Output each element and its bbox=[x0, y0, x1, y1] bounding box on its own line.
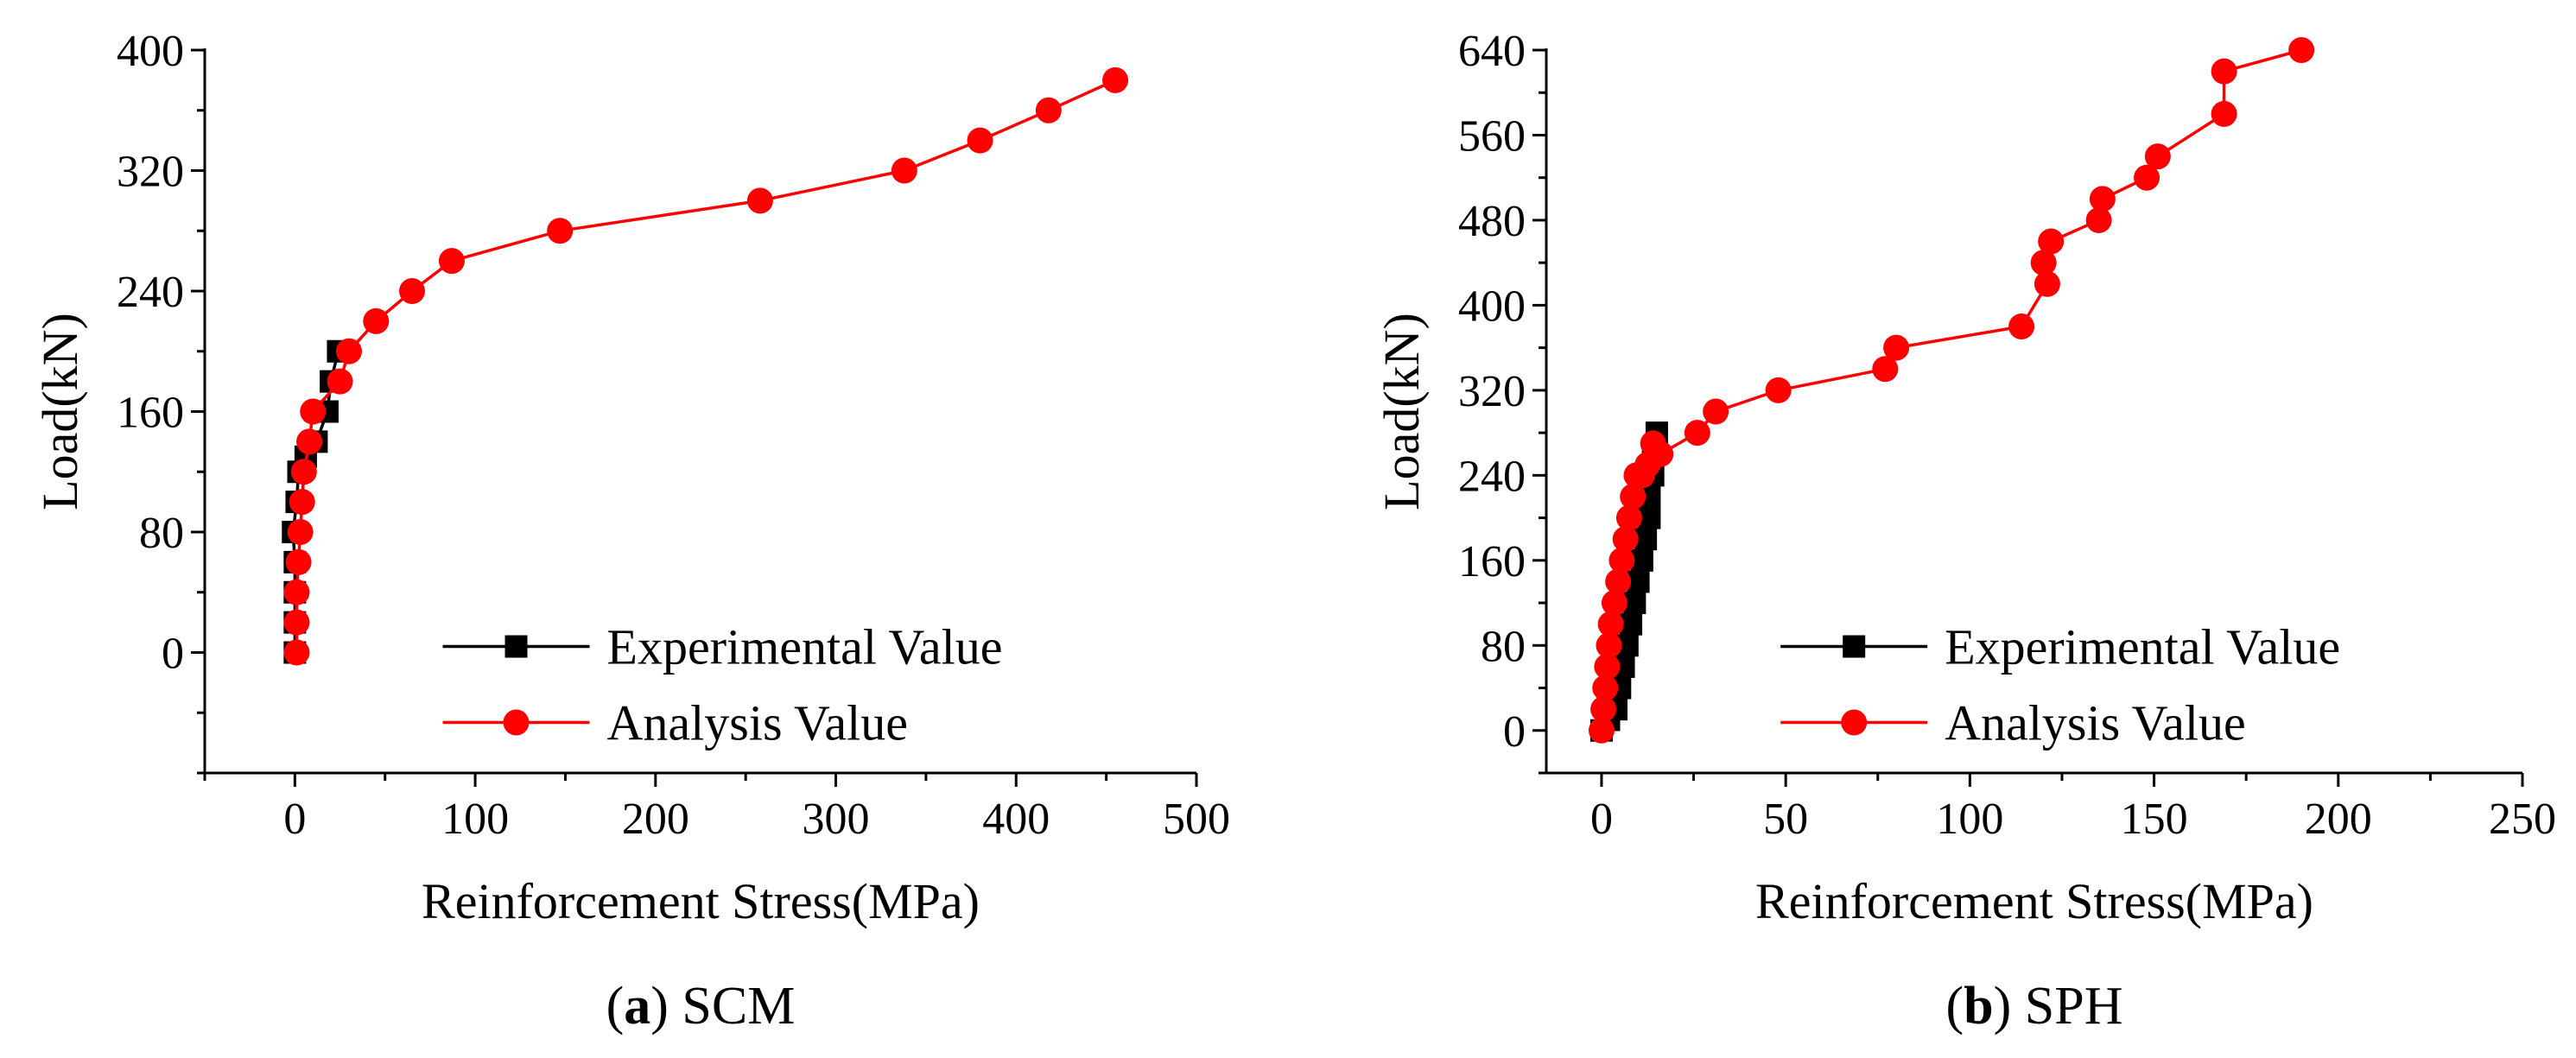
panel-b-series-analysis-point bbox=[1605, 568, 1632, 595]
panel-b-series-analysis-point bbox=[1612, 526, 1639, 553]
panel-b-legend-analysis-label: Analysis Value bbox=[1945, 695, 2246, 751]
panel-b-series-analysis-point bbox=[1601, 590, 1627, 617]
panel-b-chart: 0 50 100 150 200 250 0 80 160 240 320 400 480 560 640 R… bbox=[1374, 27, 2556, 929]
panel-b-series-analysis-point bbox=[2288, 37, 2315, 63]
panel-a-x-tick-label: 500 bbox=[1163, 795, 1230, 844]
panel-b-series-analysis-point bbox=[1615, 504, 1642, 531]
panel-b-series-analysis-point bbox=[1592, 675, 1619, 701]
panel-a-caption-text: SCM bbox=[682, 977, 796, 1036]
panel-a-caption: (a) SCM bbox=[606, 977, 796, 1036]
panel-b-x-tick-label: 0 bbox=[1590, 795, 1613, 844]
panel-a-x-tick-label: 400 bbox=[982, 795, 1050, 844]
panel-a-series-analysis-point bbox=[287, 519, 314, 545]
panel-b-series-analysis-point bbox=[2085, 206, 2112, 233]
panel-b-series-analysis-point bbox=[1883, 334, 1910, 361]
panel-b-series-analysis-point bbox=[1872, 356, 1899, 383]
panel-b-series-analysis-point bbox=[1596, 632, 1622, 659]
panel-b-y-tick-label: 560 bbox=[1458, 111, 1526, 161]
panel-b-y-tick-label: 320 bbox=[1458, 367, 1526, 416]
panel-a-y-tick-label: 320 bbox=[117, 148, 184, 197]
panel-b-caption-letter: b bbox=[1964, 977, 1994, 1036]
panel-b-legend-analysis-marker bbox=[1841, 709, 1868, 736]
panel-a-legend-experimental-label: Experimental Value bbox=[607, 619, 1003, 675]
panel-b-x-tick-label: 150 bbox=[2121, 795, 2188, 844]
panel-a-series-analysis-point bbox=[547, 218, 574, 244]
panel-b-series-analysis-point bbox=[1647, 440, 1674, 467]
panel-b-series-analysis-point bbox=[2008, 314, 2035, 340]
panel-a-series-analysis-point bbox=[399, 278, 426, 304]
panel-b-caption-text: SPH bbox=[2024, 977, 2123, 1036]
panel-b-series-analysis-point bbox=[2034, 270, 2060, 297]
panel-b-y-tick-label: 80 bbox=[1481, 622, 1526, 671]
panel-b-legend-experimental-marker bbox=[1843, 635, 1866, 658]
panel-b-series-analysis-point bbox=[2089, 186, 2116, 212]
panel-b-y-tick-label: 480 bbox=[1458, 197, 1526, 246]
panel-a-series-analysis-point bbox=[283, 609, 310, 636]
panel-b-caption: (b) SPH bbox=[1945, 977, 2123, 1036]
panel-b-series-analysis-point bbox=[1684, 420, 1710, 447]
panel-a-y-tick-label: 160 bbox=[117, 389, 184, 438]
panel-a-series-analysis-point bbox=[289, 489, 315, 516]
panel-b-series-analysis-point bbox=[1765, 377, 1792, 403]
panel-b-x-tick-label: 250 bbox=[2489, 795, 2556, 844]
panel-b-y-tick-label: 240 bbox=[1458, 452, 1526, 501]
panel-a-y-tick-label: 0 bbox=[162, 630, 184, 679]
panel-b-series-analysis-point bbox=[1597, 611, 1624, 637]
panel-b-y-tick-label: 400 bbox=[1458, 282, 1526, 331]
panel-a-series-analysis-point bbox=[438, 248, 465, 275]
panel-b-legend-experimental-label: Experimental Value bbox=[1945, 619, 2340, 675]
panel-a-series-analysis-point bbox=[296, 428, 323, 455]
panel-a-series-analysis-point bbox=[327, 368, 353, 395]
panel-b-series-analysis-point bbox=[2134, 164, 2160, 191]
panel-b-series-analysis-point bbox=[2038, 228, 2065, 255]
panel-a-series-analysis-point bbox=[967, 127, 993, 154]
panel-b-y-tick-label: 0 bbox=[1503, 707, 1526, 757]
panel-a-series-analysis-point bbox=[283, 579, 310, 605]
panel-a-x-tick-label: 100 bbox=[441, 795, 509, 844]
panel-a-y-tick-label: 80 bbox=[139, 509, 184, 558]
panel-a-series-analysis-point bbox=[285, 548, 312, 575]
panel-a-legend-analysis-label: Analysis Value bbox=[607, 695, 909, 751]
panel-a-caption-letter: a bbox=[624, 977, 651, 1036]
panel-a-series-analysis-point bbox=[1035, 97, 1062, 124]
panel-b-x-axis-title: Reinforcement Stress(MPa) bbox=[1755, 873, 2313, 929]
panel-a-series-analysis-line bbox=[295, 79, 1116, 653]
panel-b-series-analysis-point bbox=[2144, 143, 2171, 170]
panel-a-x-tick-label: 200 bbox=[622, 795, 689, 844]
panel-a-series-analysis-point bbox=[283, 639, 310, 666]
panel-a-x-tick-label: 0 bbox=[283, 795, 306, 844]
panel-b-series-analysis-point bbox=[2211, 58, 2237, 85]
panel-a-legend-experimental-marker bbox=[504, 635, 528, 658]
panel-a-series-analysis-point bbox=[290, 459, 317, 485]
panel-a-series-analysis-point bbox=[335, 338, 362, 364]
panel-b-series-analysis-point bbox=[1608, 547, 1635, 573]
panel-b-series-analysis-point bbox=[2211, 100, 2237, 127]
panel-a-series-analysis-point bbox=[1102, 67, 1129, 93]
panel-a-chart: 0 100 200 300 400 500080160240320400Reinforce… bbox=[32, 27, 1230, 929]
panel-b-series-analysis-point bbox=[1588, 717, 1615, 744]
panel-a-legend-analysis-marker bbox=[503, 709, 530, 736]
panel-b-series-analysis-point bbox=[1703, 398, 1729, 425]
panel-a-series-analysis-point bbox=[300, 398, 327, 425]
panel-b-x-tick-label: 200 bbox=[2305, 795, 2372, 844]
panel-b-y-tick-label: 160 bbox=[1458, 537, 1526, 586]
panel-b-series-analysis-point bbox=[1590, 696, 1617, 723]
panel-b-series-analysis-point bbox=[2030, 250, 2057, 276]
panel-a-series-analysis-point bbox=[363, 307, 390, 334]
panel-a-series-analysis-point bbox=[746, 187, 773, 214]
panel-a-y-tick-label: 240 bbox=[117, 268, 184, 317]
panel-b-x-tick-label: 100 bbox=[1936, 795, 2003, 844]
panel-b-y-axis-title: Load(kN) bbox=[1374, 313, 1430, 510]
panel-a-x-axis-title: Reinforcement Stress(MPa) bbox=[422, 873, 980, 929]
panel-b-series-analysis-point bbox=[1620, 483, 1646, 510]
panel-a-x-tick-label: 300 bbox=[803, 795, 870, 844]
panel-b-series-analysis-point bbox=[1594, 653, 1621, 680]
panel-a-y-axis-title: Load(kN) bbox=[32, 313, 88, 510]
panel-b-y-tick-label: 640 bbox=[1458, 27, 1526, 76]
panel-a-series-analysis-point bbox=[891, 157, 917, 184]
panel-b-x-tick-label: 50 bbox=[1763, 795, 1808, 844]
panel-a-y-tick-label: 400 bbox=[117, 27, 184, 76]
